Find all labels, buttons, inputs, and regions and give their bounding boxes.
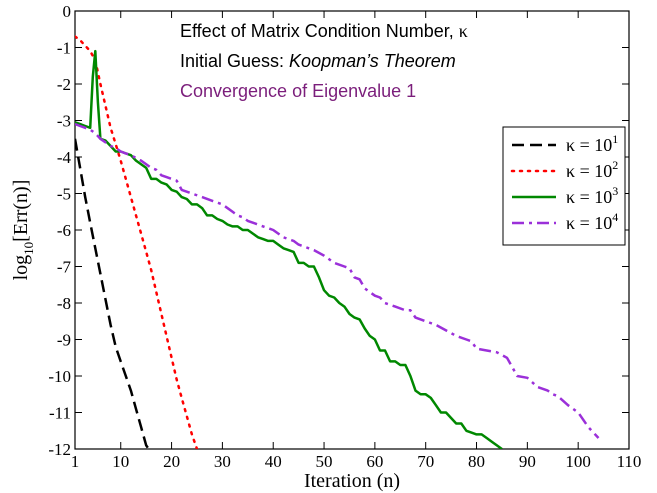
series-group: [75, 35, 600, 449]
x-tick-label: 70: [417, 452, 434, 471]
x-axis-title: Iteration (n): [304, 470, 400, 492]
x-tick-label: 110: [617, 452, 642, 471]
series-line-kappa-3: [75, 49, 503, 449]
y-tick-label: 0: [63, 2, 72, 21]
legend-label-kappa-1: κ = 101: [566, 132, 618, 155]
annotation-group: Effect of Matrix Condition Number, κ Init…: [180, 21, 468, 101]
y-tick-label: -4: [57, 148, 72, 167]
y-tick-label: -6: [57, 221, 71, 240]
annotation-line-3: Convergence of Eigenvalue 1: [180, 81, 416, 101]
x-tick-label: 20: [163, 452, 180, 471]
y-tick-label: -8: [57, 294, 71, 313]
x-tick-label: 80: [468, 452, 485, 471]
x-tick-label: 30: [214, 452, 231, 471]
y-tick-label: -3: [57, 112, 71, 131]
x-tick-label: 100: [565, 452, 591, 471]
y-tick-label: -2: [57, 75, 71, 94]
y-tick-label: -12: [48, 440, 71, 459]
legend-label-kappa-4: κ = 104: [566, 210, 618, 233]
legend-label-kappa-2: κ = 102: [566, 158, 618, 181]
tick-group: 1 10 20 30 40 50 60 70 80 90 100 1100-1-2-3-4-5-6-7…: [48, 2, 641, 471]
y-tick-label: -11: [49, 404, 71, 423]
y-axis-title-sub: 10: [21, 242, 36, 255]
legend-label-kappa-3: κ = 103: [566, 184, 618, 207]
annotation-line-1: Effect of Matrix Condition Number, κ: [180, 21, 468, 41]
x-tick-label: 90: [519, 452, 536, 471]
y-tick-label: -5: [57, 185, 71, 204]
y-axis-title: log10[Err(n)]: [10, 180, 36, 281]
svg-text:log10[Err(n)]: log10[Err(n)]: [10, 180, 36, 281]
series-line-kappa-2: [75, 35, 199, 449]
series-line-kappa-1: [75, 138, 151, 449]
annotation-line-2: Initial Guess: Koopman’s Theorem: [180, 51, 456, 71]
x-tick-label: 10: [112, 452, 129, 471]
y-axis-title-log: log: [10, 255, 32, 281]
series-line-kappa-4: [75, 122, 600, 439]
legend: κ = 101 κ = 102 κ = 103 κ = 104: [502, 126, 626, 246]
y-tick-label: -10: [48, 367, 71, 386]
y-tick-label: -9: [57, 331, 71, 350]
y-tick-label: -7: [57, 258, 72, 277]
x-tick-label: 40: [265, 452, 282, 471]
y-axis-title-rest: [Err(n)]: [10, 180, 32, 242]
x-tick-label: 1: [71, 452, 80, 471]
legend-box: [502, 126, 626, 246]
y-tick-label: -1: [57, 39, 71, 58]
x-tick-label: 50: [316, 452, 333, 471]
x-tick-label: 60: [366, 452, 383, 471]
